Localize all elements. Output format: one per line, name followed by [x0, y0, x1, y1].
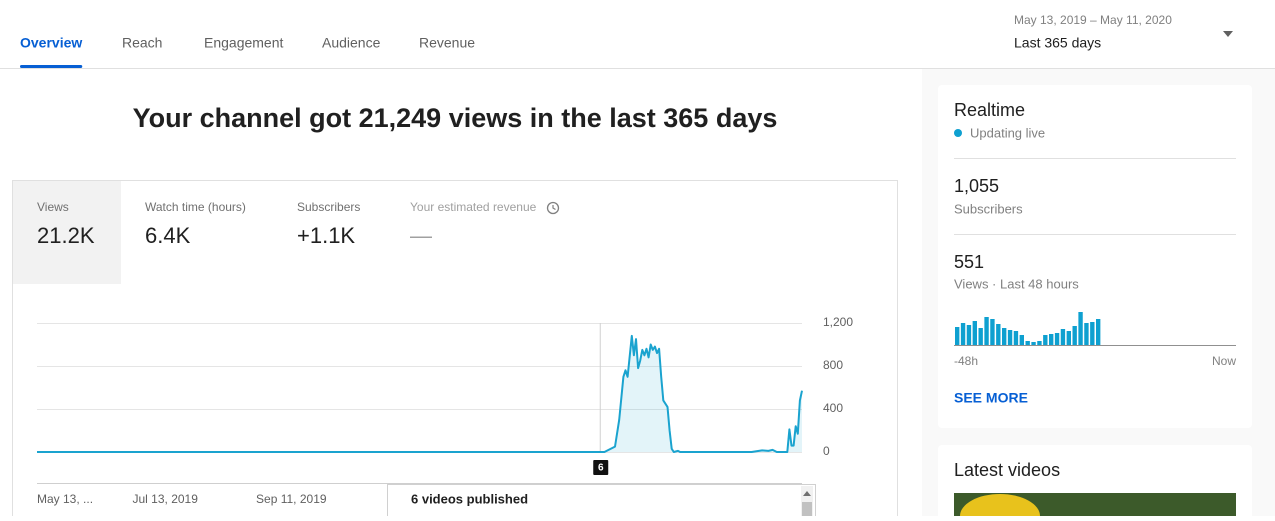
realtime-bar: [972, 321, 977, 345]
subscriber-count: 1,055: [954, 176, 999, 196]
realtime-bar: [1096, 319, 1101, 345]
tooltip-title: 6 videos published: [411, 491, 528, 506]
realtime-bar: [1025, 341, 1030, 345]
see-more-link[interactable]: SEE MORE: [954, 390, 1028, 406]
nav-tab[interactable]: Revenue: [419, 35, 475, 51]
views-line: [37, 334, 803, 453]
y-tick-label: 800: [823, 358, 843, 372]
views-label: Views · Last 48 hours: [954, 276, 1079, 291]
views-count: 551: [954, 252, 984, 272]
live-dot: [954, 129, 962, 137]
metric-value: +1.1K: [297, 223, 355, 248]
y-tick-label: 400: [823, 401, 843, 415]
realtime-bar: [1072, 326, 1077, 345]
metric-value: 6.4K: [145, 223, 191, 248]
tooltip: [387, 484, 816, 521]
realtime-bar: [1054, 333, 1060, 345]
active-tab-underline: [20, 65, 83, 68]
nav-tab[interactable]: Audience: [322, 35, 381, 51]
y-tick-label: 1,200: [823, 315, 853, 329]
scroll-thumb[interactable]: [802, 502, 812, 518]
clock-hand: [552, 205, 556, 211]
realtime-bar: [1090, 322, 1095, 345]
scroll-up[interactable]: [803, 491, 811, 496]
realtime-bar: [1049, 334, 1054, 345]
realtime-bar: [955, 327, 960, 345]
metric-value: 21.2K: [37, 223, 95, 248]
nav-tab[interactable]: Reach: [122, 35, 162, 51]
realtime-status: Updating live: [970, 125, 1045, 140]
mini-end: Now: [1212, 354, 1236, 368]
nav-tab[interactable]: Overview: [20, 35, 82, 51]
realtime-bar: [960, 323, 966, 345]
realtime-bar: [1019, 335, 1024, 345]
realtime-bar: [1084, 323, 1089, 345]
realtime-bar: [1002, 328, 1007, 345]
x-tick-label: Sep 11, 2019: [256, 492, 327, 506]
publish-marker-label: 6: [598, 463, 604, 474]
views-area: [37, 335, 802, 452]
realtime-bar: [978, 328, 983, 345]
realtime-bar: [990, 319, 995, 345]
realtime-bar: [1043, 335, 1048, 345]
publish-marker: [593, 460, 609, 475]
realtime-bar: [1007, 330, 1013, 345]
dropdown-arrow[interactable]: [1223, 31, 1233, 37]
realtime-bar: [1037, 341, 1042, 345]
metric-label: Your estimated revenue: [410, 200, 537, 214]
metric-label: Watch time (hours): [145, 200, 246, 214]
date-range: May 13, 2019 – May 11, 2020: [1014, 13, 1172, 27]
realtime-bar: [1078, 312, 1083, 345]
subscriber-label: Subscribers: [954, 201, 1023, 216]
realtime-bar: [1060, 329, 1066, 345]
realtime-bar: [996, 324, 1001, 345]
realtime-bar: [1031, 342, 1036, 345]
metrics-card: [12, 180, 898, 521]
nav-tab[interactable]: Engagement: [204, 35, 284, 51]
metric-value: —: [410, 223, 432, 248]
x-tick-label: May 13, ...: [37, 492, 93, 506]
realtime-title: Realtime: [954, 100, 1025, 120]
y-tick-label: 0: [823, 444, 830, 458]
realtime-bar: [984, 317, 989, 345]
metric-label: Subscribers: [297, 200, 360, 214]
active-metric-bg[interactable]: [13, 181, 121, 284]
headline: Your channel got 21,249 views in the las…: [133, 103, 778, 133]
clock-icon[interactable]: [546, 201, 560, 215]
mini-start: -48h: [954, 354, 978, 368]
thumbnail-detail: [960, 494, 1040, 521]
realtime-bar: [966, 325, 972, 345]
date-label[interactable]: Last 365 days: [1014, 35, 1101, 51]
latest-title: Latest videos: [954, 460, 1060, 480]
realtime-bar: [1066, 331, 1071, 345]
x-tick-label: Jul 13, 2019: [133, 492, 199, 506]
realtime-bar: [1013, 331, 1019, 345]
metric-label: Views: [37, 200, 69, 214]
